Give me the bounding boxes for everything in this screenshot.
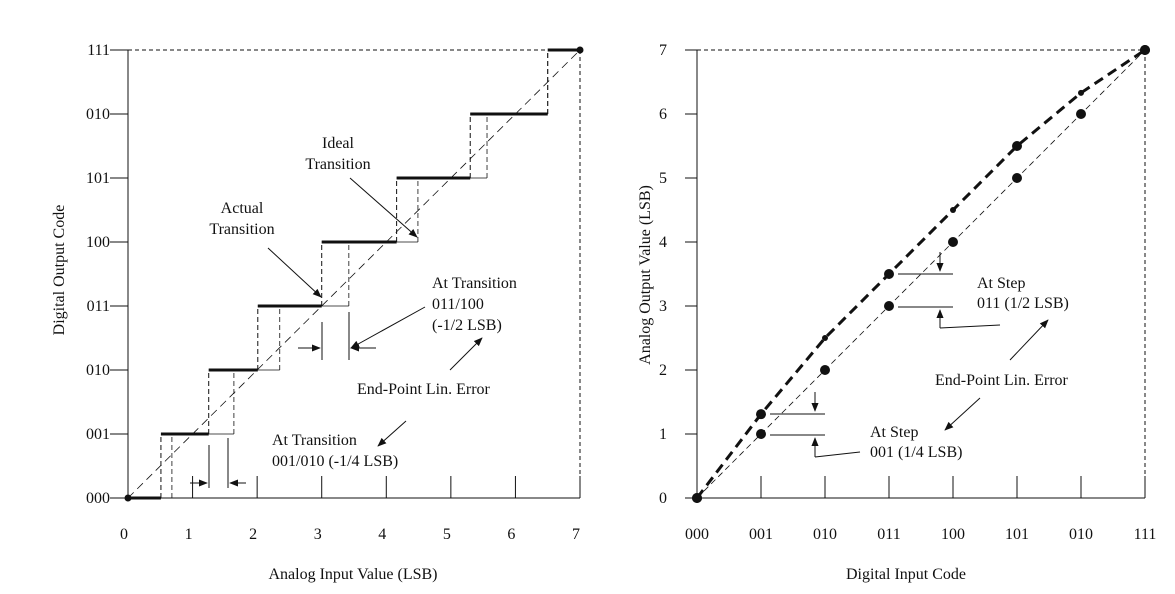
annotation: Transition xyxy=(209,221,274,238)
arrow xyxy=(267,247,322,298)
point xyxy=(884,301,894,311)
x-tick-label: 0 xyxy=(120,526,128,543)
ideal-line xyxy=(127,49,581,499)
x-tick-label: 4 xyxy=(378,526,386,543)
x-tick-label: 111 xyxy=(1134,526,1157,543)
arrow xyxy=(349,177,418,238)
x-axis-label: Digital Input Code xyxy=(846,566,966,583)
x-tick-label: 010 xyxy=(813,526,837,543)
point xyxy=(1078,89,1084,96)
right-chart: 000 001 010 011 100 101 010 11101234567Digital … xyxy=(637,42,1156,583)
y-axis-label: Analog Output Value (LSB) xyxy=(637,185,654,365)
y-tick-label: 010 xyxy=(86,106,110,123)
point xyxy=(950,207,956,213)
x-axis-label: Analog Input Value (LSB) xyxy=(268,566,437,583)
annotation: 001/010 (-1/4 LSB) xyxy=(272,453,398,470)
y-tick-label: 2 xyxy=(659,362,667,379)
y-tick-label: 1 xyxy=(659,426,667,443)
annotation: 011/100 xyxy=(432,296,484,313)
left-chart: 0 1 2 3 4 5 6 7 000 001 010 011 100 101 010 111 Analog I… xyxy=(51,42,584,583)
point xyxy=(756,429,766,439)
x-tick-label: 000 xyxy=(685,526,709,543)
y-tick-label: 111 xyxy=(87,42,110,59)
y-tick-label: 7 xyxy=(659,42,667,59)
annotation: Ideal xyxy=(322,135,355,152)
x-tick-label: 7 xyxy=(572,526,580,543)
series-line xyxy=(696,49,1146,499)
y-tick-label: 000 xyxy=(86,490,110,507)
x-tick-label: 010 xyxy=(1069,526,1093,543)
y-tick-label: 4 xyxy=(659,234,667,251)
annotation: At Transition xyxy=(432,275,517,292)
annotation: At Step xyxy=(870,424,918,441)
y-tick-label: 011 xyxy=(87,298,110,315)
point xyxy=(884,269,894,279)
arrow xyxy=(944,397,981,431)
x-tick-label: 100 xyxy=(941,526,965,543)
annotation: Transition xyxy=(305,156,370,173)
arrow xyxy=(1009,319,1049,361)
point xyxy=(820,365,830,375)
point xyxy=(1012,141,1022,151)
arrow xyxy=(377,420,407,447)
arrow xyxy=(449,337,483,371)
y-tick-label: 001 xyxy=(86,426,110,443)
point xyxy=(948,237,958,247)
y-tick-label: 6 xyxy=(659,106,667,123)
annotation: At Step xyxy=(977,275,1025,292)
x-tick-label: 5 xyxy=(443,526,451,543)
point xyxy=(756,409,766,420)
x-tick-label: 101 xyxy=(1005,526,1029,543)
annotation: End-Point Lin. Error xyxy=(935,372,1069,389)
x-tick-label: 001 xyxy=(749,526,773,543)
x-tick-label: 3 xyxy=(314,526,322,543)
arrow xyxy=(350,306,426,349)
endpoint xyxy=(576,46,584,54)
point xyxy=(1140,45,1150,55)
endpoint xyxy=(124,494,132,502)
point xyxy=(692,493,702,503)
point xyxy=(1012,173,1022,183)
y-tick-label: 5 xyxy=(659,170,667,187)
series-line xyxy=(695,48,1146,499)
annotation: At Transition xyxy=(272,432,357,449)
annotation: (-1/2 LSB) xyxy=(432,317,502,334)
x-tick-label: 1 xyxy=(185,526,193,543)
y-tick-label: 3 xyxy=(659,298,667,315)
y-tick-label: 0 xyxy=(659,490,667,507)
guide xyxy=(939,324,1001,329)
annotation: 001 (1/4 LSB) xyxy=(870,444,962,461)
point xyxy=(1076,109,1086,119)
annotation: Actual xyxy=(221,200,264,217)
y-axis-label: Digital Output Code xyxy=(51,205,68,336)
annotation: End-Point Lin. Error xyxy=(357,381,491,398)
guide xyxy=(814,451,861,458)
point xyxy=(822,335,828,341)
x-tick-label: 011 xyxy=(877,526,900,543)
x-tick-label: 6 xyxy=(507,526,515,543)
y-tick-label: 010 xyxy=(86,362,110,379)
y-tick-label: 100 xyxy=(86,234,110,251)
x-tick-label: 2 xyxy=(249,526,257,543)
annotation: 011 (1/2 LSB) xyxy=(977,295,1069,312)
y-tick-label: 101 xyxy=(86,170,110,187)
